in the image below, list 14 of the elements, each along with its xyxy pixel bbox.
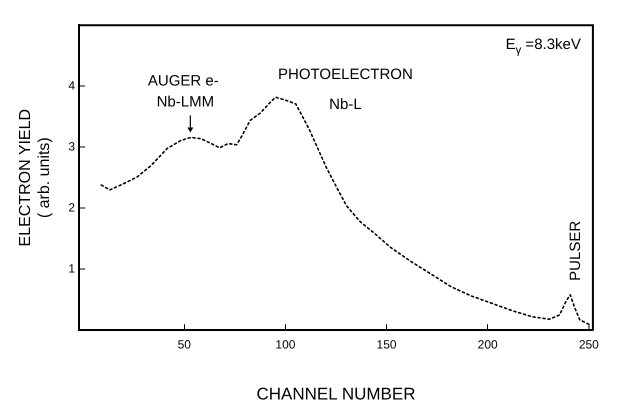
y-tick-label: 2 (68, 200, 76, 215)
y-tick-label: 1 (68, 262, 76, 276)
y-tick-label: 4 (68, 78, 76, 93)
annotation: AUGER e- Nb-LMM (148, 72, 219, 110)
annotation: PHOTOELECTRON Nb-L (278, 66, 413, 114)
y-axis-title: ELECTRON YIELD ( arb. units) (17, 108, 54, 246)
x-tick-label: 50 (178, 338, 192, 352)
x-tick-label: 250 (578, 338, 600, 352)
annotation: PULSER (566, 220, 584, 281)
x-tick-label: 150 (376, 338, 397, 352)
y-tick-label: 3 (68, 140, 76, 154)
x-tick-label: 200 (478, 338, 498, 352)
x-axis-title: CHANNEL NUMBER (256, 384, 416, 404)
x-tick-label: 100 (275, 338, 296, 352)
